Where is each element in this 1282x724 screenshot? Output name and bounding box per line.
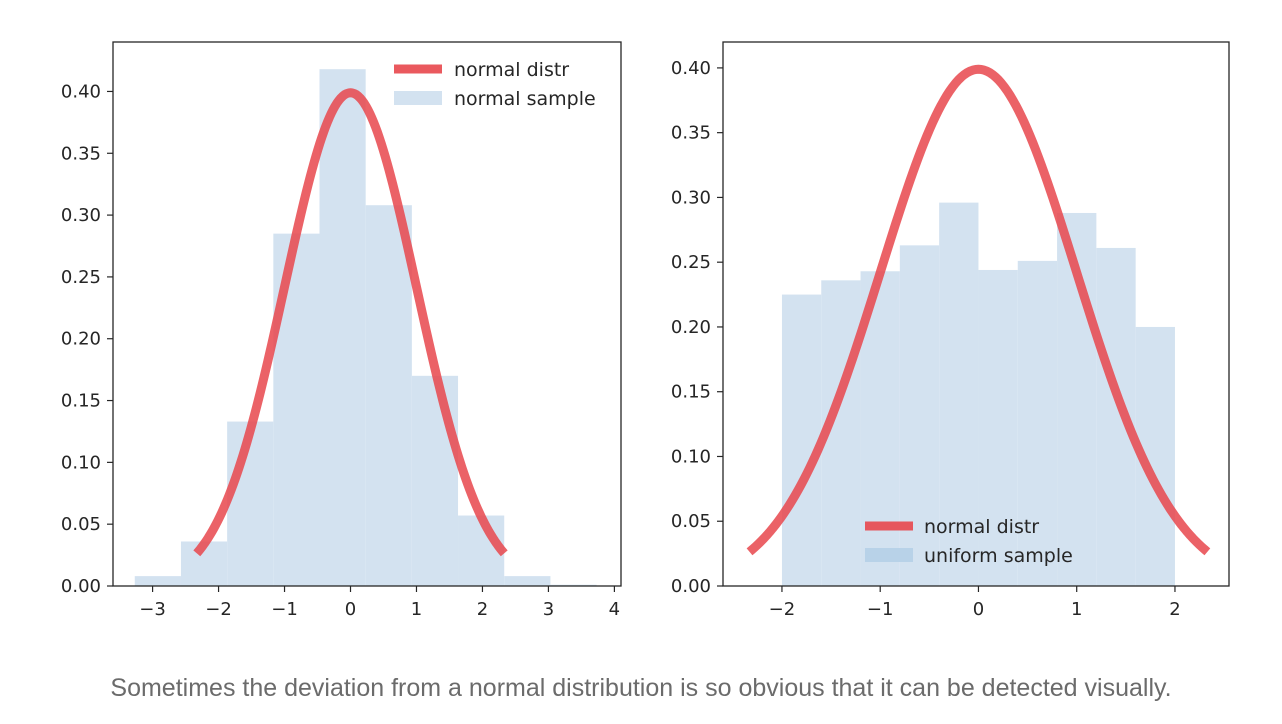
- x-tick-label: 3: [543, 599, 554, 620]
- axes-frame: [112, 41, 622, 587]
- y-tick-label: 0.35: [671, 123, 711, 144]
- chart-panel-1: −3 −2 −1 0 1 2 3 4 0.00 0.05 0.10 0.15 0.20 0.25 0.30 0…: [61, 41, 622, 620]
- y-tick-label: 0.30: [61, 205, 101, 226]
- y-tick-label: 0.15: [61, 391, 101, 412]
- x-tick-label: 2: [477, 599, 488, 620]
- histogram-bar: [781, 294, 822, 586]
- x-tick-label: 1: [1071, 599, 1082, 620]
- x-tick-label: 0: [973, 599, 984, 620]
- y-tick-label: 0.05: [671, 511, 711, 532]
- x-tick-label: −2: [205, 599, 232, 620]
- histogram-bar: [227, 421, 274, 586]
- y-tick-label: 0.00: [61, 576, 101, 597]
- legend-label-curve: normal distr: [454, 59, 569, 81]
- histogram-bars: [134, 69, 597, 586]
- x-tick-label: −1: [271, 599, 298, 620]
- y-tick-label: 0.15: [671, 382, 711, 403]
- y-tick-label: 0.35: [61, 143, 101, 164]
- x-tick-label: 1: [411, 599, 422, 620]
- legend-label-histogram: normal sample: [454, 88, 596, 110]
- histogram-bar: [939, 202, 979, 587]
- histogram-bar: [504, 576, 551, 586]
- legend-bar-swatch: [865, 548, 913, 562]
- y-tick-label: 0.20: [671, 317, 711, 338]
- x-tick-label: 4: [609, 599, 620, 620]
- figure: −3 −2 −1 0 1 2 3 4 0.00 0.05 0.10 0.15 0.20 0.25 0.30 0…: [61, 41, 1230, 620]
- chart-panel-2: −2 −1 0 1 2 0.00 0.05 0.10 0.15 0.20 0.25 0.30 0.35 0…: [671, 41, 1230, 620]
- x-tick-label: −2: [769, 599, 796, 620]
- legend-label-histogram: uniform sample: [924, 545, 1073, 567]
- y-tick-label: 0.25: [671, 252, 711, 273]
- y-tick-label: 0.10: [671, 446, 711, 467]
- x-tick-label: 0: [345, 599, 356, 620]
- y-tick-label: 0.10: [61, 452, 101, 473]
- histogram-bar: [365, 205, 412, 586]
- y-tick-label: 0.05: [61, 514, 101, 535]
- legend-bar-swatch: [394, 91, 442, 105]
- histogram-bar: [1017, 260, 1058, 586]
- x-tick-label: 2: [1169, 599, 1180, 620]
- y-tick-label: 0.40: [671, 58, 711, 79]
- y-tick-label: 0.00: [671, 576, 711, 597]
- y-tick-label: 0.25: [61, 267, 101, 288]
- y-tick-label: 0.20: [61, 329, 101, 350]
- histogram-bar: [978, 269, 1018, 586]
- normal-pdf-curve: [746, 64, 1211, 556]
- y-tick-label: 0.40: [61, 81, 101, 102]
- y-tick-label: 0.30: [671, 187, 711, 208]
- legend: normal distr uniform sample: [865, 516, 1073, 567]
- legend-label-curve: normal distr: [924, 516, 1039, 538]
- x-tick-label: −1: [867, 599, 894, 620]
- legend: normal distr normal sample: [394, 59, 596, 110]
- normal-pdf-curve: [193, 88, 508, 557]
- x-tick-label: −3: [139, 599, 166, 620]
- histogram-bar: [134, 576, 181, 586]
- axes-frame: [722, 41, 1230, 587]
- figure-caption: Sometimes the deviation from a normal di…: [110, 674, 1172, 702]
- histogram-bar: [411, 375, 459, 586]
- histogram-bar: [319, 69, 366, 586]
